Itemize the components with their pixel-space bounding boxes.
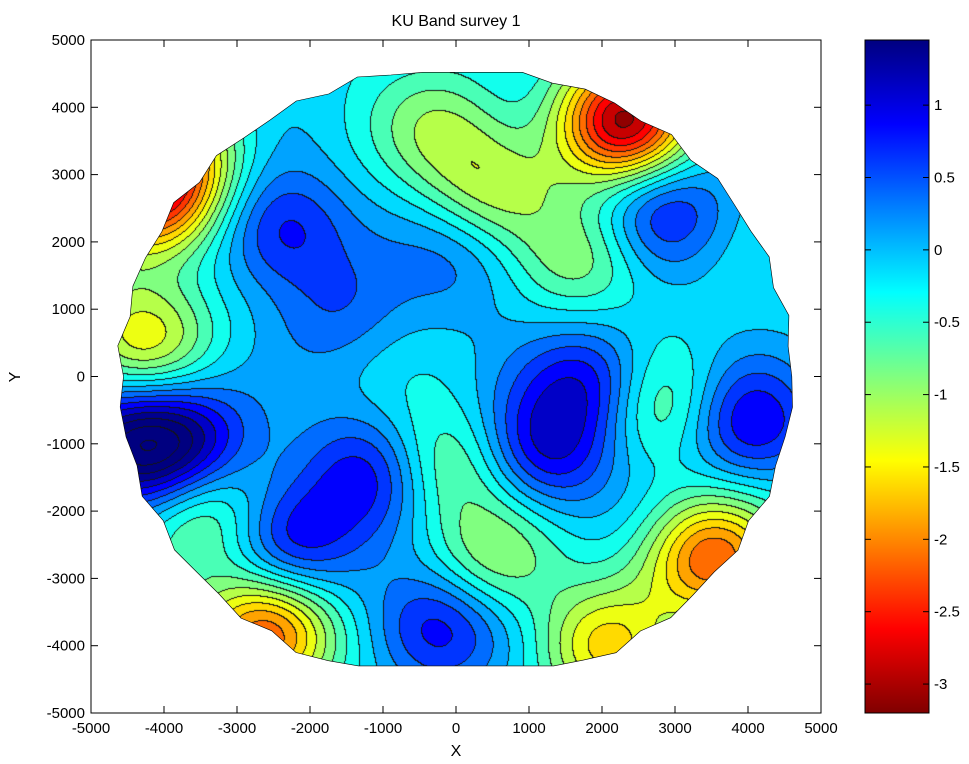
y-tick-label: 5000 [52, 32, 85, 49]
colorbar-tick-label: 0 [934, 242, 942, 259]
y-tick-label: -1000 [47, 436, 85, 453]
x-tick-label: -3000 [218, 720, 256, 737]
y-tick-label: -5000 [47, 705, 85, 722]
x-tick-label: -5000 [72, 720, 110, 737]
y-axis-label: Y [7, 371, 24, 382]
colorbar-tick-label: -2 [934, 531, 947, 548]
survey-boundary [117, 72, 793, 667]
colorbar [864, 39, 930, 714]
x-axis: -5000 -4000 -3000 -2000 -1000 0 1000 2000 3000 40… [72, 40, 838, 737]
y-tick-label: 0 [77, 369, 85, 386]
y-tick-label: -2000 [47, 503, 85, 520]
y-tick-label: 4000 [52, 99, 85, 116]
colorbar-tick-label: 0.5 [934, 169, 955, 186]
x-tick-label: 3000 [658, 720, 691, 737]
x-tick-label: 2000 [585, 720, 618, 737]
y-tick-label: -3000 [47, 570, 85, 587]
colorbar-tick-label: -2.5 [934, 604, 960, 621]
x-tick-label: -4000 [145, 720, 183, 737]
colorbar-tick-label: -1.5 [934, 459, 960, 476]
x-tick-label: -2000 [291, 720, 329, 737]
y-tick-label: 3000 [52, 167, 85, 184]
y-tick-label: 1000 [52, 301, 85, 318]
colorbar-tick-label: 1 [934, 97, 942, 114]
colorbar-axis: 1 0.5 0 -0.5 -1 -1.5 -2 -2.5 -3 [865, 97, 960, 693]
chart-title: KU Band survey 1 [392, 13, 521, 30]
y-axis: -5000 -4000 -3000 -2000 -1000 0 1000 2000 3000 40… [47, 32, 821, 722]
colorbar-tick-label: -0.5 [934, 314, 960, 331]
y-tick-label: -4000 [47, 638, 85, 655]
y-tick-label: 2000 [52, 234, 85, 251]
x-axis-label: X [451, 743, 462, 760]
x-tick-label: -1000 [364, 720, 402, 737]
colorbar-tick-label: -3 [934, 676, 947, 693]
x-tick-label: 0 [452, 720, 460, 737]
x-tick-label: 5000 [804, 720, 837, 737]
colorbar-tick-label: -1 [934, 387, 947, 404]
x-tick-label: 1000 [512, 720, 545, 737]
x-tick-label: 4000 [731, 720, 764, 737]
